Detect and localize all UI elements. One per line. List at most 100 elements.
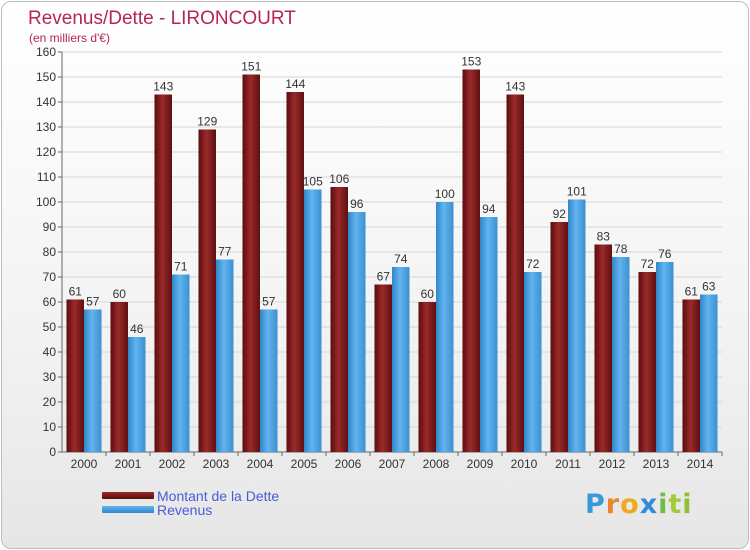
data-label: 46 [130, 322, 144, 336]
x-tick-label: 2008 [423, 457, 450, 471]
logo-letter: x [639, 489, 659, 520]
data-label: 60 [113, 287, 127, 301]
data-label: 71 [174, 260, 188, 274]
bar-debt [286, 92, 304, 452]
proxiti-logo: Proxiti [585, 489, 693, 520]
logo-letter: t [668, 489, 683, 520]
bar-debt [462, 69, 480, 452]
logo-letter: P [585, 489, 606, 520]
logo-letter: i [682, 489, 693, 520]
data-label: 77 [218, 245, 232, 259]
x-tick-label: 2004 [247, 457, 274, 471]
y-tick-label: 160 [36, 45, 56, 59]
data-label: 153 [461, 55, 481, 69]
bar-revenus [436, 202, 454, 452]
x-tick-label: 2006 [335, 457, 362, 471]
bar-debt [374, 284, 392, 452]
y-tick-label: 40 [43, 345, 57, 359]
bar-debt [110, 302, 128, 452]
x-tick-label: 2012 [599, 457, 626, 471]
data-label: 67 [377, 270, 391, 284]
data-label: 100 [435, 187, 455, 201]
y-tick-label: 110 [37, 170, 56, 184]
x-tick-label: 2001 [115, 457, 142, 471]
data-label: 72 [526, 257, 540, 271]
y-tick-label: 0 [49, 445, 56, 459]
data-label: 151 [241, 60, 261, 74]
logo-letter: o [620, 489, 640, 520]
x-tick-label: 2013 [643, 457, 670, 471]
y-tick-label: 150 [36, 70, 56, 84]
data-label: 78 [614, 242, 628, 256]
data-label: 60 [421, 287, 435, 301]
data-label: 101 [567, 185, 587, 199]
y-tick-label: 90 [43, 220, 57, 234]
x-tick-label: 2009 [467, 457, 494, 471]
y-tick-label: 20 [43, 395, 57, 409]
bar-revenus [524, 272, 542, 452]
bar-revenus [172, 274, 190, 452]
x-tick-label: 2002 [159, 457, 186, 471]
bar-debt [418, 302, 436, 452]
chart-title: Revenus/Dette - LIRONCOURT [28, 8, 296, 29]
logo-letter: r [605, 489, 621, 520]
data-label: 144 [285, 77, 305, 91]
data-label: 94 [482, 202, 496, 216]
bar-debt [198, 129, 216, 452]
x-tick-label: 2003 [203, 457, 230, 471]
logo-letter: i [658, 489, 669, 520]
legend-swatch-debt [102, 492, 154, 499]
data-label: 74 [394, 252, 408, 266]
bar-debt [330, 187, 348, 452]
y-tick-label: 130 [36, 120, 56, 134]
y-tick-label: 30 [43, 370, 57, 384]
bar-revenus [480, 217, 498, 452]
data-label: 143 [153, 80, 173, 94]
data-label: 76 [658, 247, 672, 261]
bar-revenus [84, 309, 102, 452]
bar-revenus [656, 262, 674, 452]
bar-revenus [700, 294, 718, 452]
bar-revenus [128, 337, 146, 452]
bar-revenus [348, 212, 366, 452]
data-label: 143 [505, 80, 525, 94]
data-label: 61 [685, 285, 699, 299]
bar-debt [638, 272, 656, 452]
data-label: 129 [197, 115, 217, 129]
data-label: 57 [262, 295, 276, 309]
x-tick-label: 2005 [291, 457, 318, 471]
bar-debt [594, 244, 612, 452]
x-tick-label: 2010 [511, 457, 538, 471]
x-tick-label: 2014 [687, 457, 714, 471]
data-label: 96 [350, 197, 364, 211]
bar-revenus [260, 309, 278, 452]
y-tick-label: 10 [43, 420, 57, 434]
data-label: 92 [553, 207, 567, 221]
y-tick-label: 80 [43, 245, 57, 259]
y-tick-label: 70 [43, 270, 57, 284]
data-label: 83 [597, 230, 611, 244]
x-tick-label: 2007 [379, 457, 406, 471]
data-label: 105 [303, 175, 323, 189]
bar-debt [682, 299, 700, 452]
bar-revenus [304, 189, 322, 452]
data-label: 106 [329, 172, 349, 186]
data-label: 57 [86, 295, 100, 309]
bar-debt [550, 222, 568, 452]
bar-revenus [568, 199, 586, 452]
x-tick-label: 2000 [71, 457, 98, 471]
legend-label-revenus: Revenus [157, 502, 213, 518]
bar-revenus [392, 267, 410, 452]
y-tick-label: 140 [36, 95, 56, 109]
chart-subtitle: (en milliers d'€) [29, 31, 110, 45]
y-tick-label: 120 [36, 145, 56, 159]
data-label: 72 [641, 257, 655, 271]
y-tick-label: 60 [43, 295, 57, 309]
y-tick-label: 100 [36, 195, 56, 209]
data-label: 61 [69, 285, 83, 299]
x-tick-label: 2011 [555, 457, 581, 471]
bar-debt [154, 94, 172, 452]
bar-revenus [216, 259, 234, 452]
